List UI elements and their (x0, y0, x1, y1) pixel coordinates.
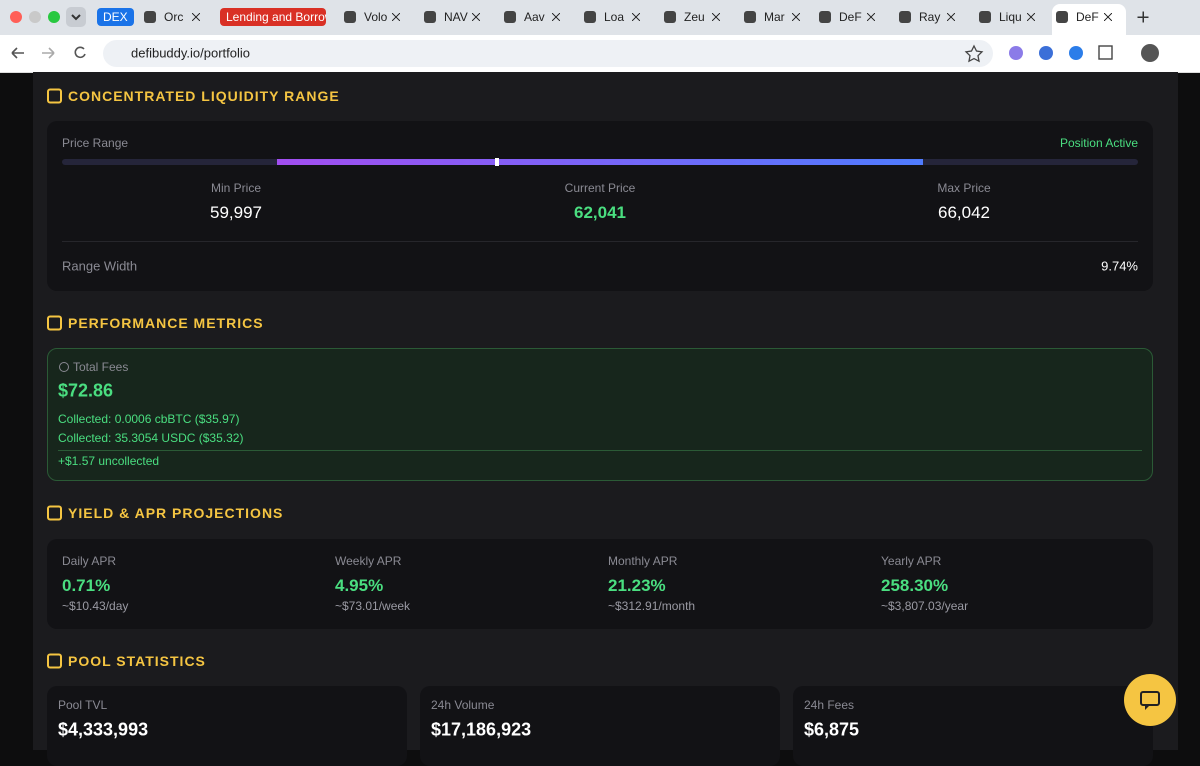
apr-value: 4.95% (335, 576, 384, 595)
yield-card (47, 539, 1153, 629)
stat-label: 24h Fees (804, 698, 855, 712)
tab-title[interactable]: Zeu (684, 10, 705, 24)
stat-value: $4,333,993 (58, 719, 149, 740)
url-field[interactable] (103, 40, 993, 67)
new-tab[interactable] (1137, 11, 1149, 23)
tab-group[interactable]: DEX (97, 8, 134, 26)
stat-value: $17,186,923 (431, 719, 532, 740)
chat-button[interactable] (1124, 674, 1176, 726)
tab-close[interactable] (192, 13, 200, 21)
tab-icon (979, 11, 991, 23)
tab-group[interactable]: Lending and Borrowi (220, 8, 326, 26)
window-controls (10, 7, 86, 27)
tab-close[interactable] (472, 13, 480, 21)
width-value: 9.74% (1101, 258, 1138, 274)
section-title: YIELD & APR PROJECTIONS (68, 505, 284, 521)
url[interactable]: defibuddy.io/portfolio (131, 45, 251, 61)
tab-title[interactable]: Mar (764, 10, 785, 24)
tab-title[interactable]: Orc (164, 10, 184, 24)
tab-icon (899, 11, 911, 23)
toolbar-icons (964, 44, 1159, 63)
apr-sub: ~$10.43/day (62, 599, 129, 613)
apr-label: Weekly APR (335, 554, 402, 568)
fees-label: Total Fees (73, 360, 129, 374)
tab-close[interactable] (392, 13, 400, 21)
price-label: Min Price (210, 181, 262, 195)
fees-value: $72.86 (58, 380, 114, 401)
tab-close[interactable] (1104, 13, 1112, 21)
price-label: Current Price (564, 181, 636, 195)
apr-label: Yearly APR (881, 554, 942, 568)
tab-icon (584, 11, 596, 23)
collected: Collected: 0.0006 cbBTC ($35.97) (58, 412, 240, 426)
section-title: CONCENTRATED LIQUIDITY RANGE (68, 88, 340, 104)
nav-buttons[interactable] (0, 35, 110, 72)
tab-title[interactable]: Aav (524, 10, 545, 24)
tab-close[interactable] (712, 13, 720, 21)
price-value: 62,041 (574, 203, 626, 222)
stat-label: Pool TVL (58, 698, 108, 712)
apr-value: 0.71% (62, 576, 111, 595)
range-status: Position Active (1059, 136, 1138, 150)
tab-icon (1056, 11, 1068, 23)
price-value: 66,042 (938, 203, 990, 222)
tab-strip (0, 0, 1200, 35)
apr-label: Daily APR (62, 554, 117, 568)
range-label: Price Range (62, 136, 129, 150)
tab-icon (344, 11, 356, 23)
range-fill (277, 159, 923, 165)
fees-icon (59, 362, 69, 372)
fees-card (47, 348, 1153, 481)
section-icon (47, 315, 62, 331)
divider (58, 450, 1142, 451)
divider (62, 241, 1138, 242)
section-icon (47, 88, 62, 104)
tab-close[interactable] (792, 13, 800, 21)
tab-close[interactable] (867, 13, 875, 21)
tab-close[interactable] (632, 13, 640, 21)
collected: Collected: 35.3054 USDC ($35.32) (58, 431, 244, 445)
current-marker (495, 158, 499, 166)
apr-sub: ~$312.91/month (608, 599, 696, 613)
tab-close[interactable] (947, 13, 955, 21)
stat-label: 24h Volume (431, 698, 495, 712)
tab-icon (744, 11, 756, 23)
apr-value: 21.23% (608, 576, 666, 595)
width-label: Range Width (62, 258, 138, 274)
tab-title[interactable]: DeF (1076, 10, 1099, 24)
tab-title[interactable]: Volo (364, 10, 388, 24)
section-title: POOL STATISTICS (68, 653, 206, 669)
uncollected: +$1.57 uncollected (58, 454, 160, 468)
page: defibuddy.io/portfolio (() => { const da… (0, 0, 1200, 750)
apr-sub: ~$3,807.03/year (881, 599, 969, 613)
tab-icon (504, 11, 516, 23)
apr-value: 258.30% (881, 576, 949, 595)
apr-sub: ~$73.01/week (335, 599, 411, 613)
tab-title[interactable]: DeF (839, 10, 862, 24)
range-card (47, 121, 1153, 291)
tab-title[interactable]: NAV (444, 10, 468, 24)
section-icon (47, 653, 62, 669)
tab-close[interactable] (552, 13, 560, 21)
tab-icon (664, 11, 676, 23)
tab-close[interactable] (1027, 13, 1035, 21)
price-label: Max Price (937, 181, 991, 195)
section-icon (47, 505, 62, 521)
section-title: PERFORMANCE METRICS (68, 315, 264, 331)
tab-title[interactable]: Liqu (999, 10, 1022, 24)
apr-label: Monthly APR (608, 554, 678, 568)
stat-value: $6,875 (804, 719, 860, 740)
tab-icon (819, 11, 831, 23)
tab-icon (424, 11, 436, 23)
tab-title[interactable]: Loa (604, 10, 625, 24)
price-value: 59,997 (210, 203, 262, 222)
tab-icon (144, 11, 156, 23)
tab-title[interactable]: Ray (919, 10, 941, 24)
